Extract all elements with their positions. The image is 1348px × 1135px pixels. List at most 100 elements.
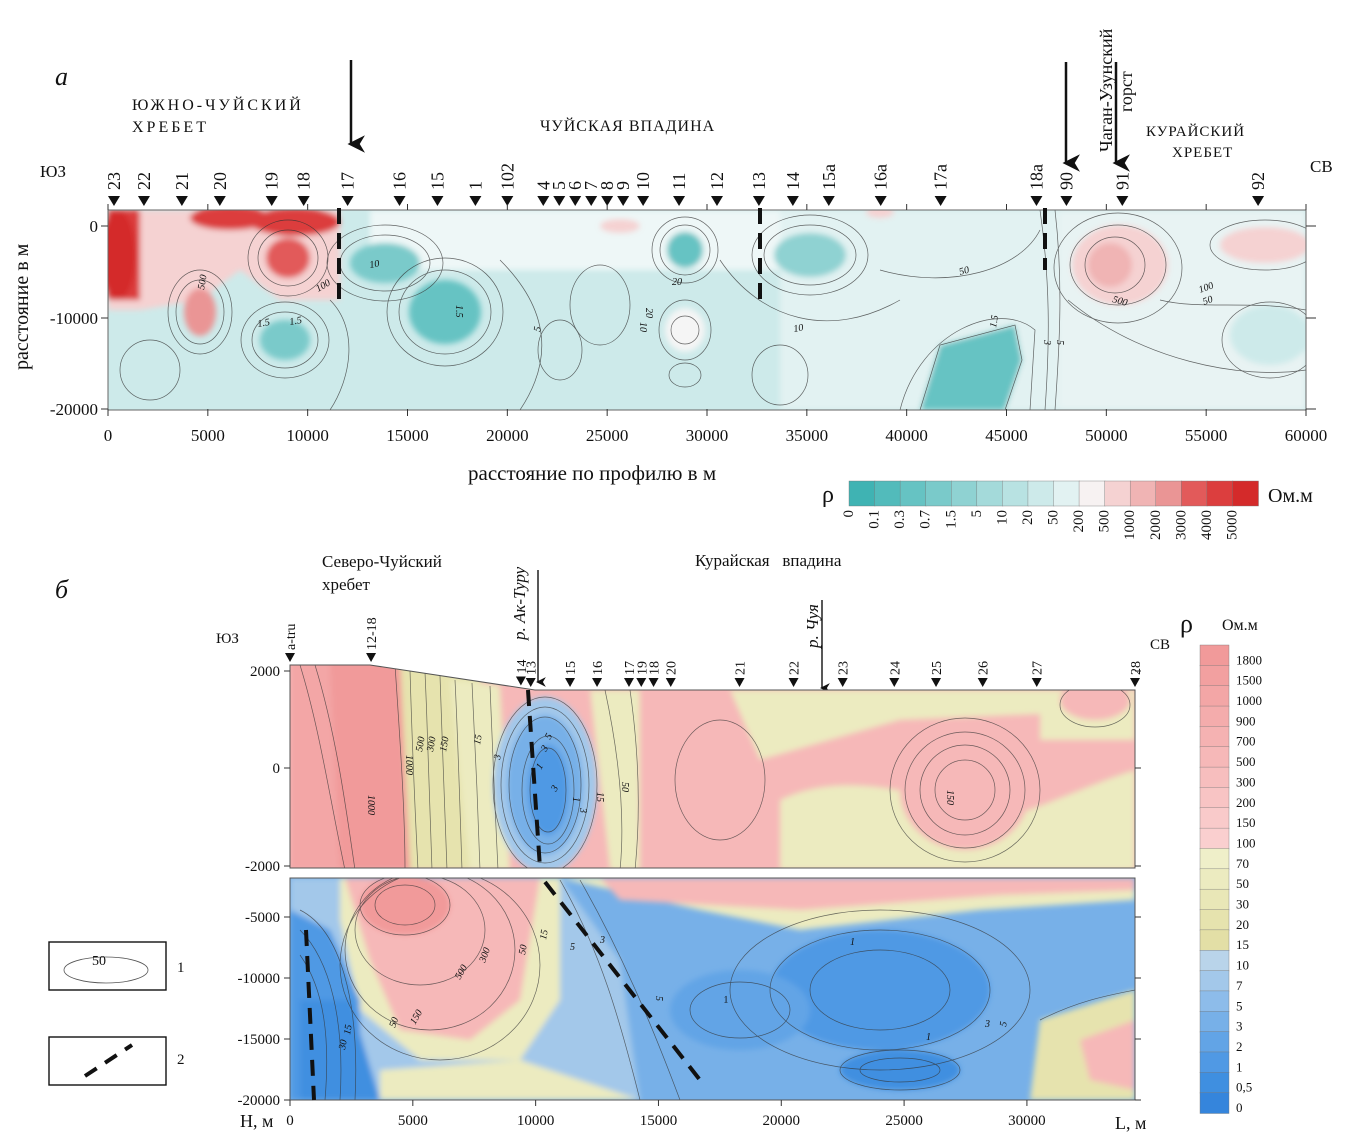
legend-b-swatch (1199, 970, 1230, 992)
legend-a-symbol: ρ (822, 482, 834, 508)
legend-a-swatch (1155, 480, 1183, 507)
x-tick-label-a: 30000 (686, 426, 729, 445)
station-marker-a (617, 196, 630, 206)
station-marker-a (874, 196, 887, 206)
legend-b-swatch (1199, 929, 1230, 951)
station-marker-a (213, 196, 226, 206)
station-label-a: 16 (390, 172, 410, 190)
contour-label-b: 1 (850, 937, 855, 948)
station-label-a: 102 (497, 163, 517, 190)
legend-a-swatch (1104, 480, 1131, 507)
legend-b-value: 70 (1236, 856, 1249, 871)
station-marker-a (469, 196, 482, 206)
x-tick-label-a: 20000 (486, 426, 529, 445)
key-item1-label: 50 (92, 954, 106, 969)
fault-lines-b (304, 689, 702, 1101)
contour-label-a: 50 (1201, 294, 1214, 308)
contour-label-a: 1.5 (289, 315, 303, 328)
contour-label-b: 3 (539, 744, 552, 755)
station-label-b: 25 (930, 661, 945, 675)
contour-label-a: 3 (1041, 339, 1052, 345)
station-label-b: 18 (648, 661, 663, 675)
station-label-b: a-tru (284, 624, 299, 650)
dir-ne-b: СВ (1150, 637, 1170, 653)
y-tick-label-a: -10000 (50, 309, 98, 328)
legend-b-value: 30 (1236, 897, 1249, 912)
y-tick-label-b: -15000 (238, 1032, 281, 1048)
y-ticks-a: 0 -10000 -20000 (50, 217, 1316, 419)
contour-label-b: 1 (570, 797, 581, 802)
station-marker-a (341, 196, 354, 206)
contour-label-b: 15 (538, 929, 551, 941)
legend-a-swatch (1206, 480, 1234, 507)
legend-b-value: 2 (1236, 1039, 1243, 1054)
station-label-b: 20 (665, 661, 680, 675)
station-marker-b (931, 678, 942, 687)
legend-a-value: 50 (1046, 510, 1062, 525)
y-tick-label-a: 0 (90, 217, 99, 236)
station-label-a: 18а (1026, 164, 1046, 190)
legend-b-value: 200 (1236, 795, 1256, 810)
legend-b-swatch (1199, 888, 1230, 911)
station-label-a: 11 (669, 173, 689, 190)
legend-b-swatch (1199, 1072, 1230, 1094)
key: 50 1 2 (48, 941, 185, 1086)
legend-b-swatch (1199, 644, 1230, 667)
station-marker-a (297, 196, 310, 206)
contour-label-b: 3 (984, 1019, 990, 1030)
station-label-a: 23 (104, 172, 124, 190)
station-marker-b (636, 678, 647, 687)
station-label-a: 20 (210, 172, 230, 190)
legend-a-swatch (951, 480, 978, 507)
river-ak-turu: р. Ак-Туру (510, 566, 529, 641)
station-marker-b (592, 678, 603, 687)
station-marker-a (537, 196, 550, 206)
legend-b-value: 900 (1236, 713, 1256, 728)
legend-b-value: 0 (1236, 1100, 1243, 1115)
region-kurai-ridge-line1: КУРАЙСКИЙ (1146, 123, 1245, 140)
station-marker-a (137, 196, 150, 206)
contour-label-b: 30 (337, 1039, 350, 1052)
station-label-a: 4 (533, 181, 553, 190)
legend-b-swatch (1199, 726, 1230, 748)
legend-b-swatch (1199, 1011, 1230, 1033)
region-south-chuya-line2: ХРЕБЕТ (132, 119, 209, 136)
key-item2-fault (83, 1043, 134, 1078)
region-chagan-line2: горст (1116, 71, 1136, 112)
legend-b-value: 1800 (1236, 652, 1262, 667)
legend-b-value: 1 (1236, 1059, 1243, 1074)
y-tick-label-b: 2000 (250, 664, 280, 680)
station-marker-a (710, 196, 723, 206)
legend-a-value: 5 (969, 510, 985, 518)
legend-a-swatch (976, 480, 1004, 507)
legend-b-value: 7 (1236, 978, 1243, 993)
contour-label-a: 500 (1111, 294, 1128, 309)
section-b-bottom-field (290, 878, 1135, 1100)
river-chuya: р. Чуя (803, 604, 822, 649)
legend-a-value: 4000 (1199, 510, 1215, 540)
contour-label-a: 1.5 (453, 305, 464, 318)
legend-b-value: 0,5 (1236, 1080, 1252, 1095)
contour-label-a: 10 (793, 322, 805, 335)
station-label-b: 28 (1129, 661, 1144, 675)
contour-label-b: 50 (517, 944, 530, 956)
dir-sw-a: ЮЗ (40, 162, 66, 181)
station-label-a: 92 (1248, 172, 1268, 190)
station-label-a: 22 (134, 172, 154, 190)
station-marker-a (585, 196, 598, 206)
station-label-b: 12-18 (365, 617, 380, 650)
fault-lines-a (337, 208, 1047, 308)
station-marker-a (175, 196, 188, 206)
legend-a-value: 10 (994, 510, 1010, 525)
key-item1-num: 1 (177, 960, 185, 976)
y-tick-label-b: -10000 (238, 971, 281, 987)
section-a-field (108, 210, 1306, 410)
legend-a-value: 200 (1071, 510, 1087, 533)
station-marker-a (822, 196, 835, 206)
y-tick-label-b: 0 (273, 761, 281, 777)
station-label-a: 18 (294, 172, 314, 190)
legend-a-value: 1.5 (943, 510, 959, 529)
y-tick-label-b: -5000 (245, 910, 280, 926)
